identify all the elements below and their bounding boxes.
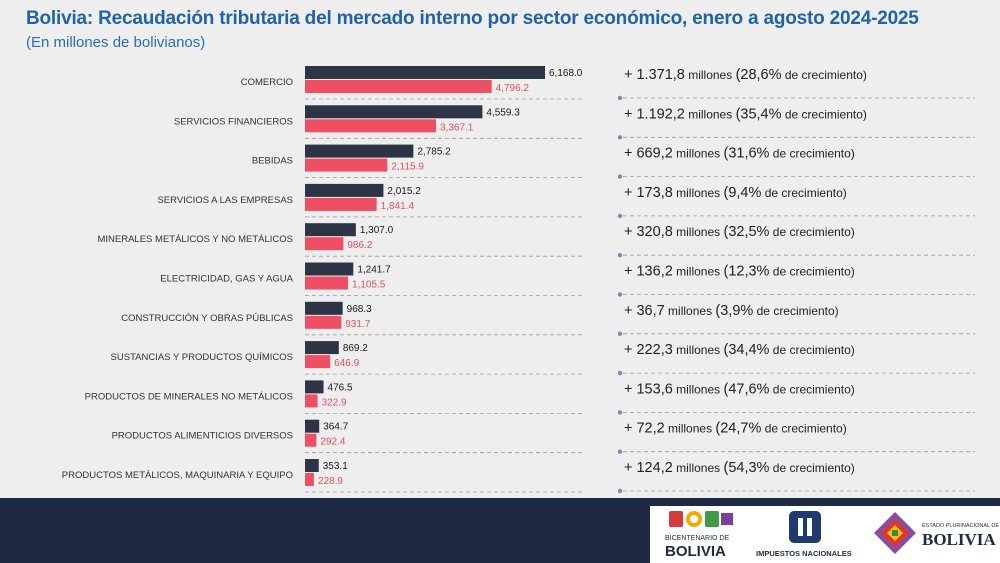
- estado-logo: ESTADO PLURINACIONAL DE BOLIVIA: [872, 508, 1000, 560]
- growth-annotation: + 1.192,2 millones (35,4% de crecimiento…: [624, 106, 867, 122]
- category-label: PRODUCTOS DE MINERALES NO METÁLICOS: [85, 391, 293, 402]
- category-label: PRODUCTOS METÁLICOS, MAQUINARIA Y EQUIPO: [62, 470, 293, 481]
- bar-2024-value: 4,559.3: [486, 107, 520, 118]
- growth-annotation: + 173,8 millones (9,4% de crecimiento): [624, 185, 847, 201]
- bar-2025: [305, 276, 349, 290]
- bar-2024-value: 6,168.0: [549, 68, 583, 79]
- bar-2024: [305, 183, 384, 197]
- bar-2025-value: 1,105.5: [352, 280, 386, 291]
- bicentenario-emblem-icon: [669, 511, 733, 527]
- bicentenario-logo: BICENTENARIO DE BOLIVIA: [665, 508, 745, 560]
- bar-2025-value: 292.4: [320, 437, 345, 448]
- chart-subtitle: (En millones de bolivianos): [26, 34, 206, 51]
- separator-dot: [617, 292, 623, 297]
- category-label: BEBIDAS: [252, 156, 293, 167]
- impuestos-text: IMPUESTOS NACIONALES: [756, 549, 852, 558]
- chart-title: Bolivia: Recaudación tributaria del merc…: [26, 8, 919, 29]
- bicentenario-line1: BICENTENARIO DE: [665, 535, 730, 542]
- bar-2025-value: 2,115.9: [391, 162, 424, 173]
- bar-2024: [305, 380, 324, 394]
- estado-line1: ESTADO PLURINACIONAL DE: [922, 523, 1000, 529]
- separator-dot: [617, 410, 623, 415]
- bar-2024-value: 1,307.0: [360, 225, 394, 236]
- wiphala-emblem-icon: [874, 512, 916, 554]
- separator-dot: [617, 174, 623, 179]
- bar-2024: [305, 262, 354, 276]
- separator-dot: [617, 95, 623, 101]
- bar-2024: [305, 341, 339, 355]
- separator-dot: [617, 331, 623, 336]
- bar-2025: [305, 433, 317, 447]
- bar-2024-value: 353.1: [323, 461, 348, 472]
- growth-annotation: + 669,2 millones (31,6% de crecimiento): [624, 146, 855, 162]
- category-label: SERVICIOS A LAS EMPRESAS: [157, 195, 293, 206]
- growth-annotation: + 124,2 millones (54,3% de crecimiento): [624, 460, 855, 476]
- bar-2024: [305, 105, 483, 119]
- impuestos-emblem-icon: [789, 511, 821, 543]
- bar-2025: [305, 80, 492, 93]
- bar-2024-value: 869.2: [343, 343, 368, 354]
- growth-annotation: + 36,7 millones (3,9% de crecimiento): [624, 303, 839, 319]
- separator-dot: [617, 488, 623, 494]
- bar-2024: [305, 223, 356, 237]
- category-label: CONSTRUCCIÓN Y OBRAS PÚBLICAS: [121, 313, 293, 324]
- bar-chart: COMERCIO 6,168.0 4,796.2 + 1.371,8 millones…: [62, 66, 975, 494]
- category-label: SERVICIOS FINANCIEROS: [174, 116, 293, 127]
- growth-annotation: + 136,2 millones (12,3% de crecimiento): [624, 264, 855, 280]
- bar-2024: [305, 419, 320, 433]
- category-label: ELECTRICIDAD, GAS Y AGUA: [160, 274, 293, 285]
- separator-dot: [617, 213, 623, 219]
- bar-2024-value: 2,015.2: [387, 186, 421, 197]
- bar-2025-value: 4,796.2: [496, 83, 530, 94]
- bar-2024-value: 968.3: [347, 304, 372, 315]
- bar-2024: [305, 66, 545, 79]
- growth-annotation: + 222,3 millones (34,4% de crecimiento): [624, 342, 855, 358]
- bar-2025: [305, 394, 318, 408]
- bar-2024-value: 476.5: [328, 382, 353, 393]
- growth-annotation: + 1.371,8 millones (28,6% de crecimiento…: [624, 67, 867, 83]
- bar-2024: [305, 459, 319, 472]
- bar-2025-value: 1,841.4: [381, 201, 415, 212]
- category-label: MINERALES METÁLICOS Y NO METÁLICOS: [97, 234, 293, 245]
- bar-2024-value: 2,785.2: [417, 147, 451, 158]
- bar-2025-value: 646.9: [334, 358, 359, 369]
- bar-2025-value: 3,367.1: [440, 122, 474, 133]
- separator-dot: [617, 370, 623, 376]
- bar-2024-value: 364.7: [323, 422, 348, 433]
- estado-line2: BOLIVIA: [922, 530, 996, 549]
- growth-annotation: + 320,8 millones (32,5% de crecimiento): [624, 224, 855, 240]
- bar-2025: [305, 119, 437, 133]
- bar-2024: [305, 301, 343, 315]
- bar-2025-value: 322.9: [322, 397, 347, 408]
- impuestos-logo: IMPUESTOS NACIONALES: [752, 508, 862, 560]
- separator-dot: [617, 449, 623, 454]
- bar-2025: [305, 197, 377, 211]
- growth-annotation: + 72,2 millones (24,7% de crecimiento): [624, 421, 847, 437]
- separator-dot: [617, 135, 623, 140]
- bar-2025: [305, 315, 342, 329]
- growth-annotation: + 153,6 millones (47,6% de crecimiento): [624, 381, 855, 397]
- bar-2025-value: 931.7: [345, 319, 370, 330]
- bar-2025-value: 228.9: [318, 476, 343, 487]
- separator-dot: [617, 253, 623, 258]
- bar-2024: [305, 144, 414, 158]
- category-label: COMERCIO: [241, 77, 293, 88]
- bar-2025: [305, 237, 344, 251]
- bar-2025: [305, 473, 314, 486]
- category-label: PRODUCTOS ALIMENTICIOS DIVERSOS: [112, 431, 293, 442]
- category-label: SUSTANCIAS Y PRODUCTOS QUÍMICOS: [111, 352, 293, 363]
- bicentenario-line2: BOLIVIA: [665, 543, 726, 560]
- bar-2025: [305, 158, 388, 172]
- bar-2024-value: 1,241.7: [357, 265, 391, 276]
- bar-2025-value: 986.2: [347, 240, 372, 251]
- bar-2025: [305, 355, 331, 369]
